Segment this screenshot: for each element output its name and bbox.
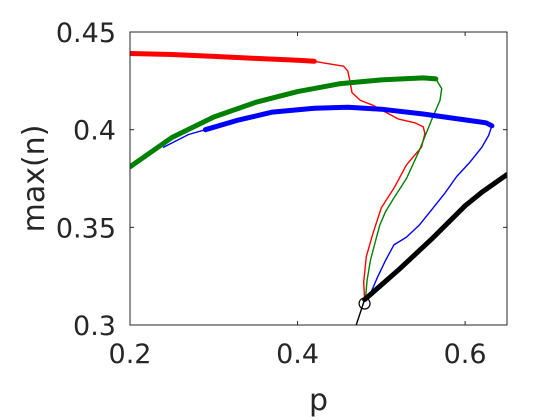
series-3-segment-1 (162, 128, 207, 148)
series-3-segment-3 (364, 125, 493, 301)
x-axis-label: p (309, 383, 328, 418)
y-tick-label: 0.3 (73, 311, 116, 342)
series-2-segment-2 (364, 78, 443, 301)
y-tick-label: 0.35 (56, 213, 116, 244)
series-1-segment-1 (130, 51, 317, 64)
x-tick-label: 0.6 (444, 339, 487, 370)
curves (130, 51, 507, 325)
x-tick-label: 0.4 (276, 339, 319, 370)
x-ticks: 0.2 0.4 0.6 (109, 32, 487, 370)
marker-1 (358, 297, 371, 310)
y-axis-label: max(n) (17, 125, 52, 233)
y-ticks: 0.3 0.35 0.4 0.45 (56, 18, 507, 342)
series-3-segment-2 (202, 104, 495, 133)
series-4-segment-2 (362, 172, 507, 303)
x-tick-label: 0.2 (109, 339, 152, 370)
plot-frame (129, 31, 508, 326)
series-2-segment-1 (130, 75, 439, 170)
y-tick-label: 0.45 (56, 18, 116, 49)
series-4-segment-1 (355, 298, 366, 325)
y-tick-label: 0.4 (73, 116, 116, 147)
markers (358, 297, 371, 310)
plot-background (130, 32, 507, 325)
series-1-segment-2 (313, 60, 426, 301)
